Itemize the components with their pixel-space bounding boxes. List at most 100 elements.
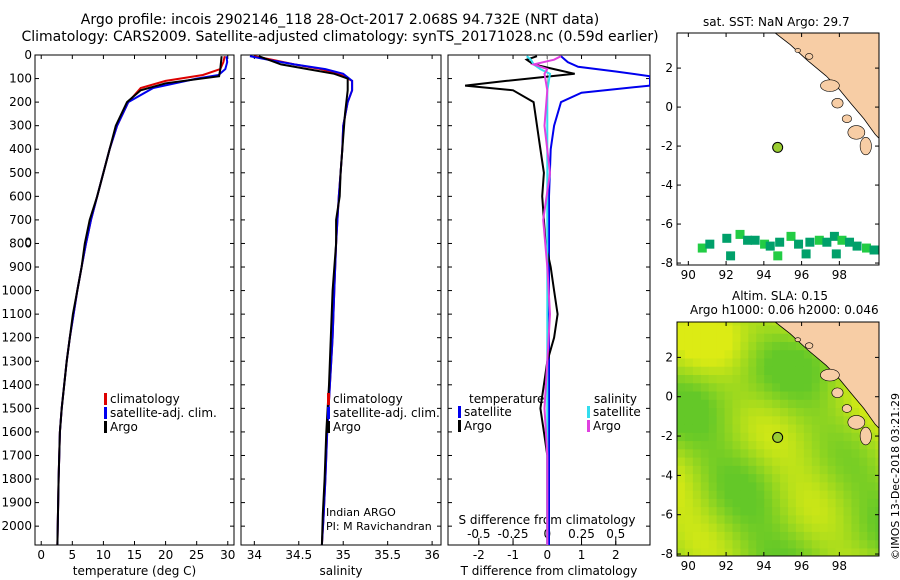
sst-patch: [822, 237, 832, 247]
sla-cell: [835, 465, 845, 475]
sla-cell: [867, 448, 876, 458]
sla-cell: [867, 423, 876, 433]
sla-island: [847, 415, 866, 430]
sla-cell: [827, 506, 837, 516]
sla-cell: [867, 481, 876, 491]
sla-cell: [740, 322, 750, 326]
sla-cell: [764, 399, 773, 409]
sla-cell: [803, 407, 813, 417]
sla-cell: [819, 415, 829, 425]
sla-cell: [724, 440, 734, 450]
sla-cell: [764, 322, 773, 326]
difference-legend-s-1-swatch: [587, 420, 590, 432]
sla-cell: [692, 473, 702, 483]
sla-cell: [811, 465, 821, 475]
sla-cell: [684, 539, 694, 549]
difference-legend-t-0-swatch: [458, 406, 461, 418]
sla-cell: [803, 399, 813, 409]
map-y-tick-label: -6: [661, 508, 673, 522]
sla-cell: [684, 514, 694, 524]
sla-cell: [724, 415, 734, 425]
sla-cell: [859, 531, 869, 541]
sla-cell: [684, 522, 694, 532]
sla-cell: [700, 498, 710, 508]
sla-cell: [772, 341, 781, 351]
y-tick-label: 200: [9, 95, 32, 109]
sla-cell: [724, 547, 734, 556]
sst-map-frame: [676, 32, 880, 266]
sst-island: [820, 79, 840, 92]
sla-cell: [795, 341, 805, 351]
sla-cell: [819, 456, 829, 466]
sla-island: [859, 426, 872, 446]
sla-cell: [708, 366, 718, 376]
x2-tick-label: -0.25: [498, 527, 529, 541]
sla-cell: [740, 423, 750, 433]
sst-patch: [805, 237, 815, 247]
sla-cell: [724, 407, 734, 417]
sla-cell: [772, 498, 781, 508]
sla-cell: [732, 473, 742, 483]
sla-cell: [764, 415, 773, 425]
salinity-legend-0-label: climatology: [333, 392, 403, 406]
sla-cell: [677, 465, 686, 475]
sla-cell: [835, 531, 845, 541]
sla-cell: [867, 489, 876, 499]
sla-cell: [724, 357, 734, 367]
sla-cell: [795, 349, 805, 359]
sla-cell: [700, 407, 710, 417]
sla-cell: [748, 382, 758, 392]
sla-cell: [835, 399, 845, 409]
sla-cell: [692, 390, 702, 400]
sla-cell: [677, 522, 686, 532]
sla-cell: [811, 366, 821, 376]
sla-cell: [835, 522, 845, 532]
sla-cell: [716, 506, 726, 516]
sla-cell: [684, 432, 694, 442]
sla-cell: [772, 448, 781, 458]
sla-island: [831, 387, 844, 399]
legend-temperature-header: temperature: [469, 392, 544, 406]
sla-cell: [677, 390, 686, 400]
sla-cell: [756, 333, 765, 342]
sla-cell: [835, 473, 845, 483]
sst-patch: [801, 249, 811, 259]
sla-cell: [803, 448, 813, 458]
sla-cell: [772, 407, 781, 417]
sla-cell: [677, 481, 686, 491]
difference-legend-t-1-swatch: [458, 420, 461, 432]
x-tick-label: 0: [37, 548, 45, 562]
sla-cell: [780, 506, 789, 516]
sla-cell: [700, 399, 710, 409]
chart-title-line2: Climatology: CARS2009. Satellite-adjuste…: [21, 29, 659, 45]
sla-cell: [780, 423, 789, 433]
sla-cell: [843, 514, 853, 524]
sla-cell: [700, 489, 710, 499]
sla-cell: [724, 514, 734, 524]
sla-cell: [756, 522, 765, 532]
sla-cell: [843, 448, 853, 458]
sla-cell: [732, 498, 742, 508]
sla-cell: [748, 481, 758, 491]
sla-cell: [748, 539, 758, 549]
sla-cell: [875, 514, 879, 524]
sla-cell: [835, 481, 845, 491]
sla-cell: [700, 382, 710, 392]
sla-cell: [732, 333, 742, 342]
sla-cell: [780, 357, 789, 367]
sla-cell: [780, 531, 789, 541]
sla-cell: [803, 374, 813, 384]
sla-cell: [692, 539, 702, 549]
sla-cell: [803, 498, 813, 508]
sla-cell: [708, 456, 718, 466]
sla-cell: [851, 407, 861, 417]
sla-cell: [843, 415, 853, 425]
temperature-panel-frame: [34, 54, 235, 546]
sst-patch: [862, 243, 872, 253]
sla-cell: [716, 390, 726, 400]
sla-cell: [875, 423, 879, 433]
sla-cell: [835, 456, 845, 466]
sla-cell: [803, 415, 813, 425]
sla-cell: [827, 390, 837, 400]
sla-cell: [677, 456, 686, 466]
